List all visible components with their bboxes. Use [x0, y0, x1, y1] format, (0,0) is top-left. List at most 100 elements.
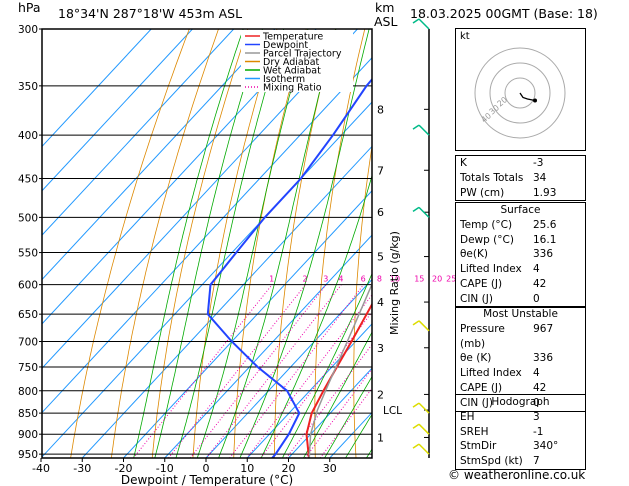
plot-area [42, 29, 453, 462]
surface-label: CIN (J) [460, 292, 493, 305]
hodograph-table: Hodograph EH 3 SREH -1 StmDir 340° StmSpd (… [455, 394, 586, 470]
x-tick-label: -20 [115, 462, 133, 475]
isotherm-line [42, 101, 372, 458]
dry-adiabat-line [274, 29, 336, 458]
wet-adiabat-line [239, 29, 370, 458]
mu-value: 42 [533, 381, 547, 394]
indices-table: K -3 Totals Totals 34 PW (cm) 1.93 [455, 155, 586, 202]
mixing-ratio-label: 2 [303, 275, 308, 284]
x-axis-label: Dewpoint / Temperature (°C) [121, 473, 293, 486]
hodo-label: SREH [460, 425, 489, 438]
hodograph-kt-label: kt [460, 31, 470, 42]
y-tick-label: 700 [18, 337, 38, 349]
surface-title: Surface [500, 204, 541, 216]
y-tick-label: 600 [18, 280, 38, 292]
mu-row: Lifted Index 4 [456, 366, 585, 381]
y-tick-label: 650 [18, 309, 38, 321]
series-line [305, 302, 372, 458]
x-tick-label: -10 [156, 462, 174, 475]
mixing-ratio-line [205, 284, 342, 458]
mixing-ratio-label: 20 [432, 275, 442, 284]
hodo-label: EH [460, 410, 475, 423]
y-tick-label: 300 [18, 24, 38, 36]
isotherm-line [42, 29, 235, 236]
mu-label: Pressure (mb) [460, 322, 505, 350]
hodo-value: 3 [533, 410, 540, 423]
mixing-ratio-line [189, 284, 327, 458]
km-tick-label: 1 [377, 431, 384, 444]
y-tick-label: 900 [18, 429, 38, 441]
dry-adiabat-line [233, 29, 307, 458]
surface-row: CIN (J) 0 [456, 292, 585, 307]
dry-adiabat-line [192, 29, 278, 458]
mu-row: CIN (J) 0 [456, 396, 585, 411]
mixing-ratio-label: 25 [446, 275, 456, 284]
x-tick-label: -30 [73, 462, 91, 475]
footer-credit[interactable]: © weatheronline.co.uk [448, 468, 586, 482]
lcl-label: LCL [383, 405, 402, 417]
surface-label: Dewp (°C) [460, 233, 514, 246]
wet-adiabat-line [218, 29, 337, 458]
wind-barb [412, 423, 430, 435]
x-tick-label: 10 [240, 462, 254, 475]
dry-adiabat-line [353, 143, 372, 458]
dry-adiabat-line [110, 29, 219, 458]
index-value: 34 [533, 171, 547, 184]
wind-barb [412, 18, 430, 30]
hodo-label: StmDir [460, 440, 497, 453]
surface-row: Temp (°C) 25.6 [456, 218, 585, 233]
km-tick-label: 8 [377, 103, 384, 116]
index-value: 1.93 [533, 186, 557, 199]
km-tick-label: 2 [377, 388, 384, 401]
mixing-ratio-line [260, 311, 372, 458]
mixing-ratio-line [319, 387, 372, 458]
hodo-value: 7 [533, 455, 540, 468]
mu-label: CAPE (J) [460, 381, 503, 394]
legend-label: Temperature [262, 32, 323, 43]
y-tick-label: 850 [18, 408, 38, 420]
legend-label: Parcel Trajectory [263, 49, 342, 60]
mixing-ratio-label: 10 [390, 275, 400, 284]
y-tick-label: 450 [18, 174, 38, 186]
surface-value: 0 [533, 292, 540, 305]
surface-table: Surface Temp (°C) 25.6 Dewp (°C) 16.1 θe(K… [455, 202, 586, 308]
mixing-ratio-label: 3 [323, 275, 328, 284]
mu-label: Lifted Index [460, 367, 522, 380]
isotherm-line [246, 323, 372, 458]
wind-barb [412, 206, 430, 218]
location-title: 18°34'N 287°18'W 453m ASL [58, 6, 243, 21]
index-label: PW (cm) [460, 186, 505, 199]
dry-adiabat-line [428, 29, 453, 462]
wet-adiabat-line [260, 174, 372, 458]
wet-adiabat-line [175, 29, 285, 458]
legend-label: Mixing Ratio [263, 83, 322, 94]
mu-value: 967 [533, 322, 554, 335]
wind-barb [412, 320, 430, 332]
most-unstable-table: Most Unstable Pressure (mb) 967 θe (K) 336… [455, 306, 586, 412]
hodograph-panel: 20 30 40 kt [455, 28, 586, 151]
legend-label: Wet Adiabat [263, 66, 321, 77]
mixing-ratio-label: 6 [361, 275, 366, 284]
isotherm-line [42, 29, 152, 148]
mixing-ratio-line [132, 284, 273, 458]
mixing-ratio-label: 1 [269, 275, 274, 284]
hodograph-ring [474, 47, 566, 139]
legend-label: Dewpoint [263, 40, 308, 51]
y-tick-label: 550 [18, 248, 38, 260]
x-tick-label: 0 [203, 462, 210, 475]
y-tick-label: 800 [18, 386, 38, 398]
hodograph-table-title: Hodograph [491, 396, 550, 408]
wind-barb [412, 402, 430, 414]
x-tick-label: -40 [32, 462, 50, 475]
y-tick-label: 350 [18, 81, 38, 93]
wet-adiabat-line [324, 375, 372, 458]
surface-value: 336 [533, 248, 554, 261]
wind-barb [412, 124, 430, 136]
hodo-label: StmSpd (kt) [460, 455, 523, 468]
surface-label: Lifted Index [460, 263, 522, 276]
mu-row: θe (K) 336 [456, 351, 585, 366]
wet-adiabat-line [345, 413, 372, 458]
